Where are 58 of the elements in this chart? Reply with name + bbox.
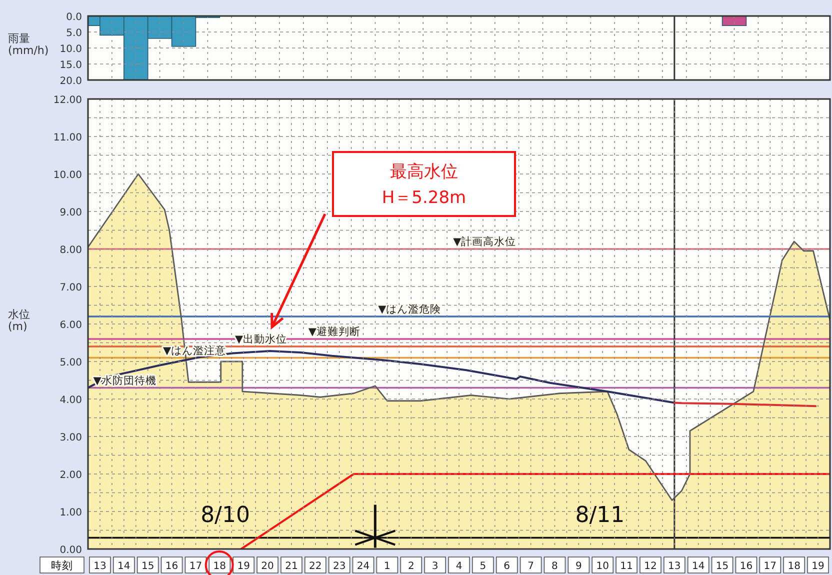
x-tick-label: 6: [504, 561, 510, 572]
x-tick-label: 4: [456, 561, 462, 572]
x-tick-label: 9: [575, 561, 582, 572]
x-tick-label: 16: [165, 561, 178, 572]
x-tick-label: 19: [812, 561, 824, 572]
y-tick-label: 11.00: [53, 132, 82, 144]
annotation: 最高水位 H＝5.28m: [382, 162, 466, 208]
ref-line-label: ▼計画高水位: [453, 235, 516, 248]
x-tick-label: 5: [480, 561, 486, 572]
x-tick-label: 24: [356, 561, 370, 572]
y-tick-label: 12.00: [53, 95, 82, 106]
x-tick-label: 2: [408, 561, 414, 572]
x-tick-label: 17: [764, 561, 777, 572]
y-axis-title: 雨量 (mm/h): [8, 32, 49, 57]
y-tick-label: 5.00: [60, 358, 82, 368]
x-tick-label: 7: [528, 561, 534, 572]
x-tick-label: 10: [596, 561, 609, 572]
y-tick-label: 10.0: [60, 44, 82, 55]
x-tick-label: 17: [189, 561, 202, 572]
y-tick-label: 6.00: [60, 320, 82, 331]
x-tick-label: 16: [740, 561, 753, 572]
x-tick-label: 22: [309, 561, 322, 572]
x-tick-label: 21: [285, 561, 298, 572]
y-tick-label: 1.00: [60, 508, 82, 518]
y-tick-label: 0.00: [60, 545, 82, 556]
x-tick-label: 14: [118, 561, 130, 572]
x-tick-label: 14: [692, 561, 705, 572]
x-tick-label: 11: [620, 561, 633, 572]
x-tick-label: 23: [332, 561, 346, 572]
annotation: 8/11: [575, 503, 625, 528]
x-tick-label: 15: [141, 561, 154, 572]
y-tick-label: 2.00: [60, 470, 82, 481]
x-tick-label: 1: [384, 561, 390, 572]
ref-line-label: ▼避難判断: [308, 325, 360, 338]
x-tick-label: 20: [261, 561, 274, 572]
y-tick-label: 8.00: [60, 245, 82, 256]
x-tick-label: 18: [213, 561, 226, 572]
y-tick-label: 5.0: [66, 28, 82, 39]
x-tick-label: 15: [716, 561, 729, 572]
x-tick-label: 19: [237, 561, 250, 572]
x-tick-label: 13: [94, 561, 106, 572]
ref-line-label: ▼はん濫危険: [378, 304, 442, 316]
y-axis-title: 水位 (m): [8, 308, 30, 333]
y-tick-label: 0.0: [66, 12, 82, 23]
y-tick-label: 9.00: [60, 208, 82, 218]
y-tick-label: 4.00: [60, 395, 82, 406]
y-tick-label: 3.00: [60, 432, 82, 444]
x-tick-label: 13: [668, 561, 681, 572]
y-tick-label: 10.00: [53, 170, 82, 181]
x-tick-label: 8: [552, 561, 558, 572]
x-tick-label: 18: [788, 561, 800, 572]
y-tick-label: 7.00: [60, 282, 82, 294]
x-axis-title: 時刻: [51, 559, 73, 572]
annotation: 8/10: [200, 503, 250, 528]
y-tick-label: 20.0: [60, 76, 82, 87]
x-tick-label: 12: [644, 561, 657, 572]
y-tick-label: 15.0: [60, 60, 82, 71]
x-tick-label: 3: [432, 561, 438, 572]
